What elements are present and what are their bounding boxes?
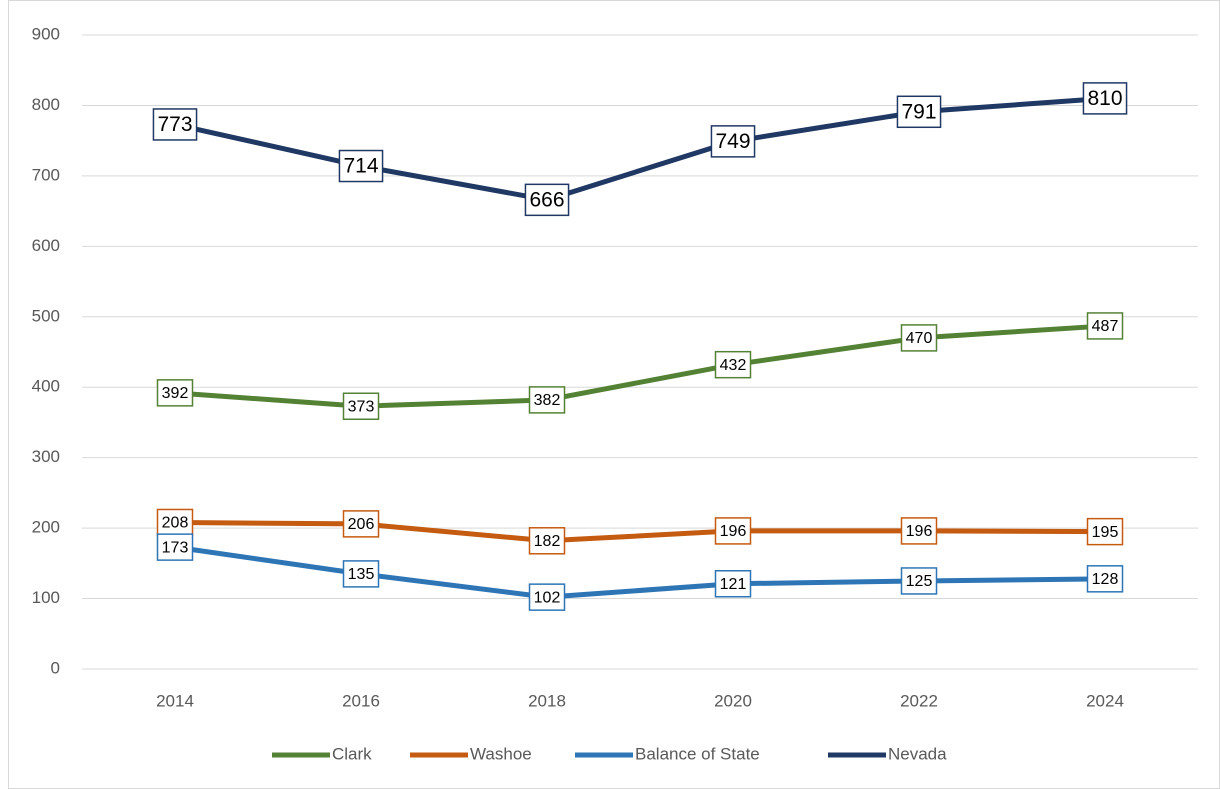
data-label-box [900,517,938,545]
data-label-box [338,149,384,183]
data-label-box [528,527,566,555]
data-label: 102 [534,589,561,606]
y-tick-label: 400 [32,377,60,396]
x-tick-label: 2024 [1086,691,1124,710]
data-label-box [528,386,566,414]
legend-label: Washoe [470,744,532,763]
data-label-box [1086,517,1124,546]
legend-label: Balance of State [635,744,760,763]
legend-label: Nevada [888,744,947,763]
x-tick-label: 2020 [714,691,752,710]
data-label: 714 [343,155,378,178]
y-tick-label: 600 [32,236,60,255]
data-label: 392 [162,385,189,402]
x-tick-label: 2014 [156,691,194,710]
data-label-box [714,517,752,545]
data-label: 791 [901,100,936,123]
data-label: 125 [906,573,933,590]
data-label: 487 [1092,318,1119,335]
data-label: 196 [720,523,747,540]
data-label-box [342,560,380,588]
data-label: 773 [157,113,192,136]
x-tick-label: 2016 [342,691,380,710]
data-label-box [528,583,566,611]
data-label: 432 [720,357,747,374]
data-label: 173 [162,539,189,556]
data-label: 373 [348,398,375,415]
data-label-box [152,108,198,141]
data-label-box [1082,82,1128,115]
x-tick-label: 2018 [528,691,566,710]
data-label: 121 [720,576,747,593]
data-label-box [1086,312,1124,340]
y-tick-label: 900 [32,24,60,43]
data-label: 128 [1092,571,1119,588]
series-line [174,519,1106,544]
data-label: 208 [162,515,189,532]
y-tick-label: 800 [32,95,60,114]
y-tick-label: 700 [32,165,60,184]
data-label-box [524,183,570,217]
y-tick-label: 200 [32,518,60,537]
series-line [174,544,1106,600]
data-label-box [896,95,942,129]
data-label-box [156,508,194,537]
legend-label: Clark [332,744,372,763]
data-label: 810 [1087,87,1122,110]
data-label-box [714,350,752,379]
data-label-box [342,392,380,420]
data-label-box [900,567,938,595]
data-label-box [1086,565,1124,593]
data-label-box [710,125,756,158]
data-label: 382 [534,392,561,409]
data-label: 470 [906,330,933,347]
data-label: 196 [906,523,933,540]
x-tick-label: 2022 [900,691,938,710]
data-label: 749 [715,130,750,153]
data-label: 206 [348,516,375,533]
data-label-box [342,510,380,538]
y-tick-label: 500 [32,306,60,325]
y-tick-label: 300 [32,447,60,466]
data-label-box [156,533,194,561]
data-label: 135 [348,566,375,583]
data-label-box [900,324,938,352]
series-line [174,323,1106,409]
y-tick-label: 100 [32,588,60,607]
data-label-box [156,379,194,407]
data-label: 666 [529,188,564,211]
data-label: 195 [1092,524,1119,541]
y-tick-label: 0 [51,658,60,677]
series-line [174,95,1106,203]
data-label-box [714,570,752,598]
data-label: 182 [534,533,561,550]
